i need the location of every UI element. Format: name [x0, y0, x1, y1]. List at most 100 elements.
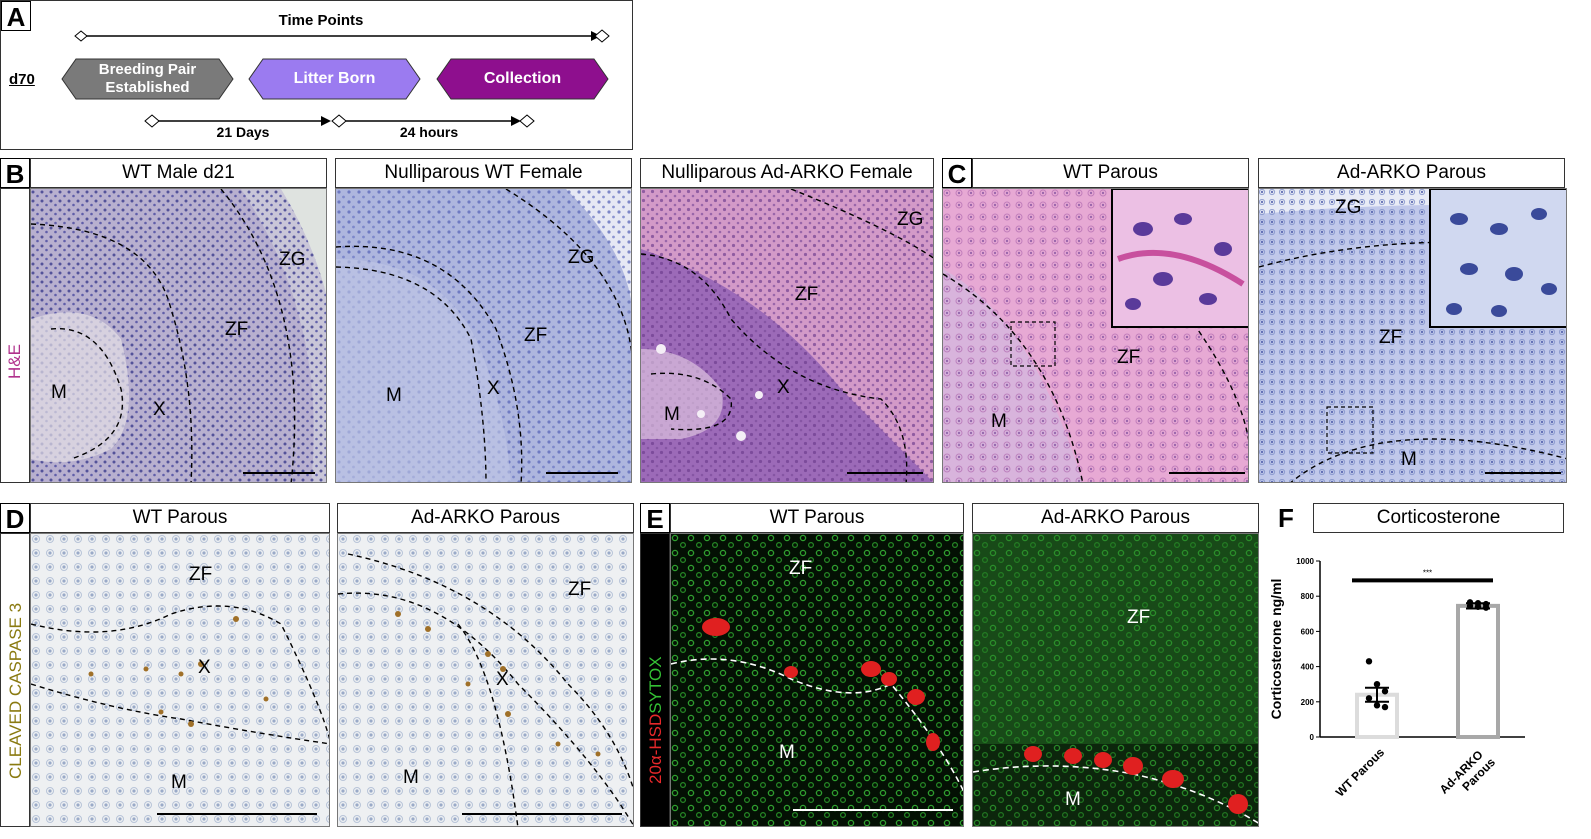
label-m: M	[171, 772, 187, 793]
data-point	[1373, 681, 1381, 688]
y-tick-label: 800	[1301, 592, 1315, 601]
day-label: d70	[9, 71, 35, 88]
label-x: X	[777, 377, 790, 398]
step-litter-label: Litter Born	[293, 70, 376, 87]
label-zf: ZF	[1117, 347, 1141, 368]
label-m: M	[991, 411, 1007, 432]
micrograph-wt-male-d21: ZG ZF M X	[30, 188, 327, 483]
scale-bar	[462, 813, 622, 815]
label-x: X	[153, 399, 166, 420]
scale-bar	[1169, 472, 1245, 474]
he-stain-label: H&E	[5, 344, 24, 379]
label-zg: ZG	[279, 249, 306, 270]
panel-letter-b: B	[0, 158, 30, 189]
step-breeding-shape	[61, 58, 234, 100]
panel-letter-e: E	[640, 503, 670, 534]
micrograph-e-wt-parous: ZF M	[670, 533, 964, 827]
scale-bar	[793, 809, 953, 811]
label-m: M	[1065, 789, 1081, 810]
tissue-ihc-1	[31, 534, 329, 826]
micrograph-nulliparous-wt-female: ZG ZF M X	[335, 188, 632, 483]
category-label: Ad-ARKO Parous	[1437, 745, 1499, 807]
title-e-wt-parous: WT Parous	[670, 503, 964, 533]
tissue-he-5	[1259, 189, 1566, 482]
label-m: M	[403, 767, 419, 788]
step-collection-shape	[436, 58, 609, 100]
bar-ad-arko-parous	[1456, 603, 1500, 739]
y-tick-label: 200	[1301, 698, 1315, 707]
label-x: X	[496, 669, 509, 690]
step-collection-label: Collection	[483, 70, 562, 87]
panel-a: A Time Points d70 Breeding Pair Establis…	[0, 0, 633, 150]
micrograph-d-ad-arko-parous: ZF X M	[337, 533, 634, 827]
y-tick-label: 0	[1310, 733, 1315, 742]
interval-24-hours: 24 hours	[399, 124, 459, 140]
label-zf: ZF	[1127, 607, 1151, 628]
micrograph-d-wt-parous: ZF X M	[30, 533, 330, 827]
label-m: M	[1401, 449, 1417, 470]
label-zf: ZF	[789, 558, 813, 579]
data-point	[1373, 702, 1381, 709]
panel-letter-c: C	[942, 158, 972, 189]
fluor-label-box: 20α-HSDSYTOX	[640, 533, 670, 827]
micrograph-c-wt-parous: ZF M	[942, 188, 1249, 483]
y-axis-label: Corticosterone ng/ml	[1268, 579, 1284, 720]
label-x: X	[487, 378, 500, 399]
corticosterone-chart: 0 200 400 600 800 1000 Corticosterone ng/ml WT …	[1268, 557, 1525, 807]
red-stain-label: 20α-HSD	[646, 713, 665, 784]
label-zg: ZG	[897, 209, 924, 230]
label-zf: ZF	[225, 319, 249, 340]
label-zf: ZF	[189, 564, 213, 585]
data-point	[1482, 604, 1490, 611]
timeline-title: Time Points	[278, 12, 364, 29]
title-wt-male-d21: WT Male d21	[30, 158, 327, 188]
micrograph-c-ad-arko-parous: ZG ZF M	[1258, 188, 1567, 483]
step-breeding-label: Breeding Pair Established	[98, 61, 197, 96]
category-label: WT Parous	[1333, 745, 1387, 799]
data-point	[1466, 602, 1474, 610]
timeline-graphic	[61, 29, 610, 128]
he-stain-label-box: H&E	[0, 188, 30, 483]
data-point	[1365, 658, 1373, 665]
title-c-wt-parous: WT Parous	[972, 158, 1249, 188]
tissue-he-3	[641, 189, 933, 482]
title-nulliparous-wt-female: Nulliparous WT Female	[335, 158, 632, 188]
label-x: X	[198, 657, 211, 678]
panel-letter-a: A	[1, 1, 31, 32]
label-m: M	[386, 385, 402, 406]
caspase-stain-label: CLEAVED CASPASE 3	[6, 602, 25, 779]
label-zf: ZF	[524, 325, 548, 346]
label-m: M	[51, 382, 67, 403]
caspase-label-box: CLEAVED CASPASE 3	[0, 533, 30, 827]
fluor-stain-label: 20α-HSDSYTOX	[646, 656, 666, 784]
chart-title: Corticosterone	[1313, 503, 1564, 533]
tissue-ihc-2	[338, 534, 633, 826]
scale-bar	[1485, 472, 1561, 474]
label-zf: ZF	[795, 284, 819, 305]
y-tick-label: 400	[1301, 663, 1315, 672]
y-tick-label: 600	[1301, 627, 1315, 636]
data-point	[1381, 703, 1389, 711]
scale-bar	[243, 472, 315, 474]
tissue-fluor-2	[973, 534, 1258, 826]
panel-letter-f: F	[1271, 503, 1301, 533]
title-e-ad-arko-parous: Ad-ARKO Parous	[972, 503, 1259, 533]
label-zf: ZF	[1379, 327, 1403, 348]
data-point	[1474, 603, 1482, 610]
title-nulliparous-ad-arko-female: Nulliparous Ad-ARKO Female	[640, 158, 934, 188]
tissue-fluor-1	[671, 534, 963, 826]
label-m: M	[664, 404, 680, 425]
panel-letter-d: D	[0, 503, 30, 534]
title-c-ad-arko-parous: Ad-ARKO Parous	[1258, 158, 1565, 188]
interval-21-days: 21 Days	[216, 124, 270, 140]
scale-bar	[546, 472, 618, 474]
tissue-he-2	[336, 189, 631, 482]
label-zg: ZG	[1335, 197, 1362, 218]
data-point	[1381, 688, 1389, 695]
significance-label: ***	[1423, 568, 1432, 577]
green-stain-label: SYTOX	[646, 656, 665, 714]
scale-bar	[157, 813, 317, 815]
y-tick-label: 1000	[1296, 557, 1314, 566]
tissue-he-1	[31, 189, 326, 482]
micrograph-e-ad-arko-parous: ZF M	[972, 533, 1259, 827]
